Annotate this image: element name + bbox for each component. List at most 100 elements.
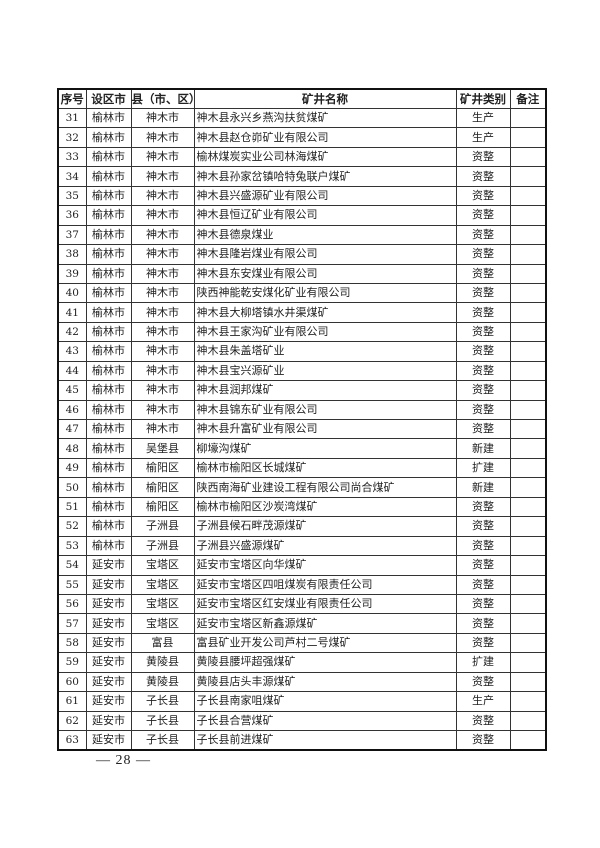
- row-mine-name: 陕西南海矿业建设工程有限公司尚合煤矿: [193, 477, 457, 498]
- row-county: 榆阳区: [130, 457, 195, 479]
- row-remarks: [509, 185, 547, 207]
- row-city: 榆林市: [85, 341, 132, 362]
- row-mine-category: 资整: [455, 263, 511, 284]
- row-mine-category: 资整: [455, 166, 511, 187]
- row-mine-name: 神木县兴盛源矿业有限公司: [193, 185, 457, 207]
- row-mine-category: 资整: [455, 574, 511, 595]
- table-row: 49 榆林市 榆阳区 榆林市榆阳区长城煤矿 扩建: [57, 457, 547, 479]
- row-county: 吴堡县: [130, 438, 195, 459]
- row-mine-category: 资整: [455, 244, 511, 265]
- row-mine-category: 新建: [455, 438, 511, 459]
- row-mine-category: 资整: [455, 302, 511, 323]
- row-county: 神木市: [130, 263, 195, 284]
- row-city: 延安市: [85, 671, 132, 693]
- row-city: 榆林市: [85, 418, 132, 440]
- row-city: 延安市: [85, 593, 132, 615]
- header-county: 县（市、区）: [130, 88, 195, 109]
- table-row: 43 榆林市 神木市 神木县朱盖塔矿业 资整: [57, 341, 547, 362]
- row-remarks: [509, 730, 547, 751]
- row-mine-category: 资整: [455, 632, 511, 654]
- row-index: 58: [57, 632, 87, 654]
- row-index: 61: [57, 691, 87, 712]
- row-county: 子洲县: [130, 535, 195, 557]
- row-city: 延安市: [85, 574, 132, 595]
- row-mine-name: 榆林市榆阳区长城煤矿: [193, 457, 457, 479]
- row-index: 37: [57, 224, 87, 246]
- row-city: 榆林市: [85, 496, 132, 518]
- row-remarks: [509, 516, 547, 537]
- row-mine-category: 生产: [455, 691, 511, 712]
- row-remarks: [509, 380, 547, 401]
- row-mine-category: 资整: [455, 224, 511, 246]
- row-index: 48: [57, 438, 87, 459]
- row-county: 宝塔区: [130, 555, 195, 576]
- table-row: 36 榆林市 神木市 神木县恒辽矿业有限公司 资整: [57, 205, 547, 226]
- row-city: 榆林市: [85, 360, 132, 382]
- row-index: 39: [57, 263, 87, 284]
- table-row: 63 延安市 子长县 子长县前进煤矿 资整: [57, 730, 547, 751]
- row-city: 延安市: [85, 555, 132, 576]
- table-row: 57 延安市 宝塔区 延安市宝塔区新鑫源煤矿 资整: [57, 613, 547, 634]
- row-remarks: [509, 302, 547, 323]
- table-row: 35 榆林市 神木市 神木县兴盛源矿业有限公司 资整: [57, 185, 547, 207]
- row-mine-category: 资整: [455, 555, 511, 576]
- row-county: 神木市: [130, 127, 195, 148]
- row-mine-name: 神木县锦东矿业有限公司: [193, 399, 457, 421]
- header-index: 序号: [57, 88, 87, 109]
- row-index: 44: [57, 360, 87, 382]
- row-index: 54: [57, 555, 87, 576]
- row-remarks: [509, 263, 547, 284]
- row-remarks: [509, 496, 547, 518]
- page-number: — 28 —: [96, 753, 151, 768]
- row-mine-category: 资整: [455, 146, 511, 168]
- row-mine-category: 扩建: [455, 457, 511, 479]
- row-mine-name: 子长县前进煤矿: [193, 730, 457, 751]
- row-mine-category: 资整: [455, 282, 511, 304]
- row-county: 宝塔区: [130, 574, 195, 595]
- row-county: 神木市: [130, 107, 195, 129]
- row-city: 延安市: [85, 691, 132, 712]
- header-remarks: 备注: [509, 88, 547, 109]
- row-county: 神木市: [130, 244, 195, 265]
- table-row: 59 延安市 黄陵县 黄陵县腰坪超强煤矿 扩建: [57, 652, 547, 673]
- table-row: 31 榆林市 神木市 神木县永兴乡燕沟扶贫煤矿 生产: [57, 107, 547, 129]
- row-city: 延安市: [85, 613, 132, 634]
- row-mine-category: 生产: [455, 127, 511, 148]
- row-mine-name: 黄陵县店头丰源煤矿: [193, 671, 457, 693]
- row-mine-name: 富县矿业开发公司芦村二号煤矿: [193, 632, 457, 654]
- row-remarks: [509, 671, 547, 693]
- row-index: 40: [57, 282, 87, 304]
- mine-list-table: 序号 设区市 县（市、区） 矿井名称 矿井类别 备注 31 榆林市 神木市 神木县永兴…: [57, 88, 547, 752]
- row-mine-name: 子长县合营煤矿: [193, 710, 457, 732]
- row-city: 延安市: [85, 652, 132, 673]
- row-county: 子长县: [130, 691, 195, 712]
- row-city: 榆林市: [85, 263, 132, 284]
- row-index: 32: [57, 127, 87, 148]
- row-city: 榆林市: [85, 399, 132, 421]
- row-city: 榆林市: [85, 146, 132, 168]
- row-remarks: [509, 438, 547, 459]
- table-row: 56 延安市 宝塔区 延安市宝塔区红安煤业有限责任公司 资整: [57, 593, 547, 615]
- row-county: 宝塔区: [130, 613, 195, 634]
- row-county: 子长县: [130, 710, 195, 732]
- row-county: 神木市: [130, 185, 195, 207]
- row-county: 榆阳区: [130, 477, 195, 498]
- row-county: 子长县: [130, 730, 195, 751]
- table-row: 33 榆林市 神木市 榆林煤炭实业公司林海煤矿 资整: [57, 146, 547, 168]
- row-mine-category: 资整: [455, 418, 511, 440]
- row-mine-name: 延安市宝塔区新鑫源煤矿: [193, 613, 457, 634]
- table-row: 58 延安市 富县 富县矿业开发公司芦村二号煤矿 资整: [57, 632, 547, 654]
- row-mine-category: 新建: [455, 477, 511, 498]
- row-county: 神木市: [130, 321, 195, 343]
- row-index: 62: [57, 710, 87, 732]
- row-remarks: [509, 574, 547, 595]
- row-mine-name: 神木县王家沟矿业有限公司: [193, 321, 457, 343]
- table-row: 38 榆林市 神木市 神木县隆岩煤业有限公司 资整: [57, 244, 547, 265]
- row-index: 45: [57, 380, 87, 401]
- row-county: 黄陵县: [130, 652, 195, 673]
- row-mine-category: 资整: [455, 496, 511, 518]
- row-remarks: [509, 146, 547, 168]
- row-mine-category: 资整: [455, 613, 511, 634]
- row-mine-category: 资整: [455, 730, 511, 751]
- row-mine-category: 生产: [455, 107, 511, 129]
